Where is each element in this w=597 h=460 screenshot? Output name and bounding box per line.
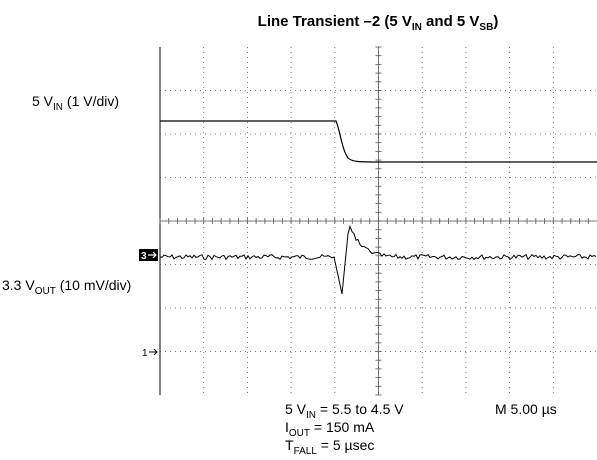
- channel-marker: 3: [141, 251, 147, 262]
- note: TFALL = 5 µsec: [285, 437, 374, 457]
- graticule: [159, 46, 597, 396]
- vout-label: 3.3 VOUT (10 mV/div): [2, 277, 131, 297]
- marker-arrow: [148, 251, 157, 259]
- note: IOUT = 150 mA: [285, 419, 375, 439]
- figure-title: Line Transient –2 (5 VIN and 5 VSB): [258, 13, 499, 33]
- note: 5 VIN = 5.5 to 4.5 V: [285, 401, 404, 421]
- channel-marker: 1: [142, 348, 148, 359]
- vin-trace: [160, 120, 597, 163]
- marker-arrow: [149, 348, 158, 356]
- timebase: M 5.00 µs: [495, 401, 557, 417]
- vin-label: 5 VIN (1 V/div): [32, 93, 119, 113]
- vout-trace: [159, 224, 597, 295]
